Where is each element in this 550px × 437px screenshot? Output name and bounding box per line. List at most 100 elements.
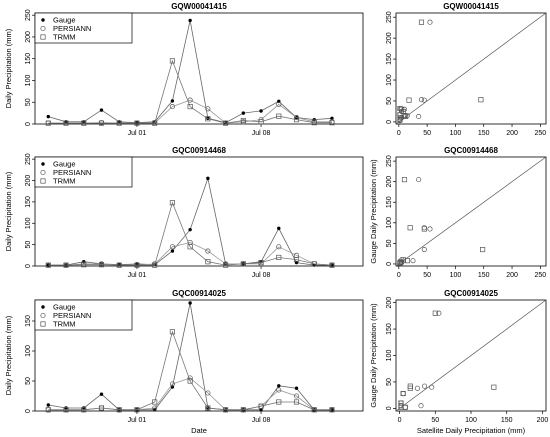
data-point: [259, 109, 263, 113]
chart-title: GQC00914025: [172, 289, 226, 298]
data-point: [205, 106, 211, 112]
data-point: [187, 378, 193, 384]
x-axis-label: Satellite Daily Precipitation (mm): [417, 426, 526, 435]
data-point: [152, 405, 158, 411]
data-point: [416, 113, 422, 120]
data-point: [258, 260, 264, 266]
series-trmm: [45, 200, 335, 268]
data-point: [187, 244, 193, 250]
legend-marker: [40, 25, 46, 32]
x-tick-label: Jul 01: [128, 130, 147, 137]
data-point: [223, 407, 229, 413]
x-tick-label: 150: [501, 417, 513, 424]
data-point: [205, 116, 211, 122]
y-axis-label: Daily Precipitation (mm): [4, 28, 13, 108]
data-point: [152, 399, 158, 405]
data-point: [152, 262, 158, 268]
y-axis-label: Gauge Daily Precipitation (mm): [369, 159, 378, 264]
data-point: [277, 384, 281, 388]
x-tick-label: 250: [534, 130, 546, 137]
series-trmm: [398, 310, 497, 410]
scatter-panel-2: GQC00914468 0 50 100 150 200 250 0 50 100 150 200 25…: [369, 146, 547, 279]
data-point: [187, 104, 193, 110]
y-tick-label: 50: [386, 97, 393, 105]
legend-label: PERSIANN: [53, 168, 91, 177]
chart-title: GQC00914025: [444, 289, 498, 298]
y-tick-label: 0: [25, 409, 32, 413]
x-axis-label: Date: [191, 426, 207, 435]
y-tick-label: 150: [25, 196, 32, 208]
y-tick-label: 200: [386, 297, 393, 309]
series-trmm: [397, 177, 486, 266]
y-tick-label: 100: [386, 217, 393, 229]
data-point: [259, 408, 263, 412]
data-point: [407, 225, 413, 231]
data-point: [240, 117, 246, 124]
legend-label: Gauge: [53, 160, 76, 169]
data-point: [188, 18, 192, 23]
data-point: [223, 120, 229, 126]
data-point: [98, 262, 105, 268]
data-point: [205, 405, 211, 411]
scatter-panel-1: GQW00041415 0 50 100 150 200 250 0 50 100 150 200 25…: [386, 2, 547, 137]
y-axis-label: Gauge Daily Precipitation (mm): [369, 303, 378, 408]
data-point: [116, 407, 122, 413]
data-point: [46, 263, 50, 267]
data-point: [45, 120, 51, 126]
x-tick-label: 0: [397, 130, 401, 137]
legend-box: [34, 299, 133, 331]
data-point: [421, 97, 427, 103]
data-point: [421, 246, 427, 253]
legend-marker: [40, 312, 46, 319]
legend-label: PERSIANN: [53, 311, 91, 320]
y-tick-label: 250: [386, 155, 393, 167]
y-tick-label: 0: [25, 264, 32, 268]
legend-marker: [41, 18, 45, 22]
data-point: [63, 262, 69, 268]
data-point: [152, 120, 158, 126]
data-point: [418, 97, 425, 103]
data-point: [206, 176, 210, 181]
data-point: [436, 310, 442, 316]
data-point: [410, 258, 416, 264]
x-tick-label: 100: [450, 272, 462, 279]
x-tick-label: Jul 08: [252, 417, 271, 424]
plot-frame: [34, 299, 364, 412]
data-point: [45, 262, 51, 268]
data-point: [404, 113, 410, 119]
legend-marker: [40, 34, 46, 40]
y-tick-label: 100: [25, 217, 32, 229]
data-point: [169, 200, 175, 206]
y-tick-label: 0: [25, 122, 32, 126]
y-axis-label: Daily Precipitation (mm): [4, 315, 13, 395]
data-point: [330, 116, 334, 121]
data-point: [99, 108, 104, 112]
timeseries-panel-2: GQC00914468 0 50 100 150 200 250 Jul 01 Jul 08 Da…: [4, 146, 364, 279]
legend-label: PERSIANN: [53, 24, 91, 33]
data-point: [399, 106, 405, 112]
data-point: [81, 407, 87, 413]
y-tick-label: 100: [386, 350, 393, 362]
data-point: [329, 407, 335, 413]
x-tick-label: Jul 08: [252, 272, 271, 279]
data-point: [169, 381, 175, 387]
data-point: [402, 404, 408, 410]
y-tick-label: 0: [386, 406, 393, 410]
x-tick-label: 50: [423, 272, 431, 279]
data-point: [478, 97, 484, 103]
y-tick-label: 200: [25, 175, 32, 187]
data-point: [169, 58, 175, 64]
y-tick-label: 100: [25, 75, 32, 87]
data-point: [258, 403, 264, 409]
x-tick-label: 0: [397, 272, 401, 279]
data-point: [276, 399, 282, 405]
data-point: [99, 392, 104, 396]
y-tick-label: 200: [25, 31, 32, 43]
data-point: [134, 262, 140, 268]
data-point: [63, 120, 69, 126]
data-point: [152, 408, 157, 412]
y-axis-label: Daily Precipitation (mm): [4, 171, 13, 251]
data-point: [134, 120, 140, 126]
